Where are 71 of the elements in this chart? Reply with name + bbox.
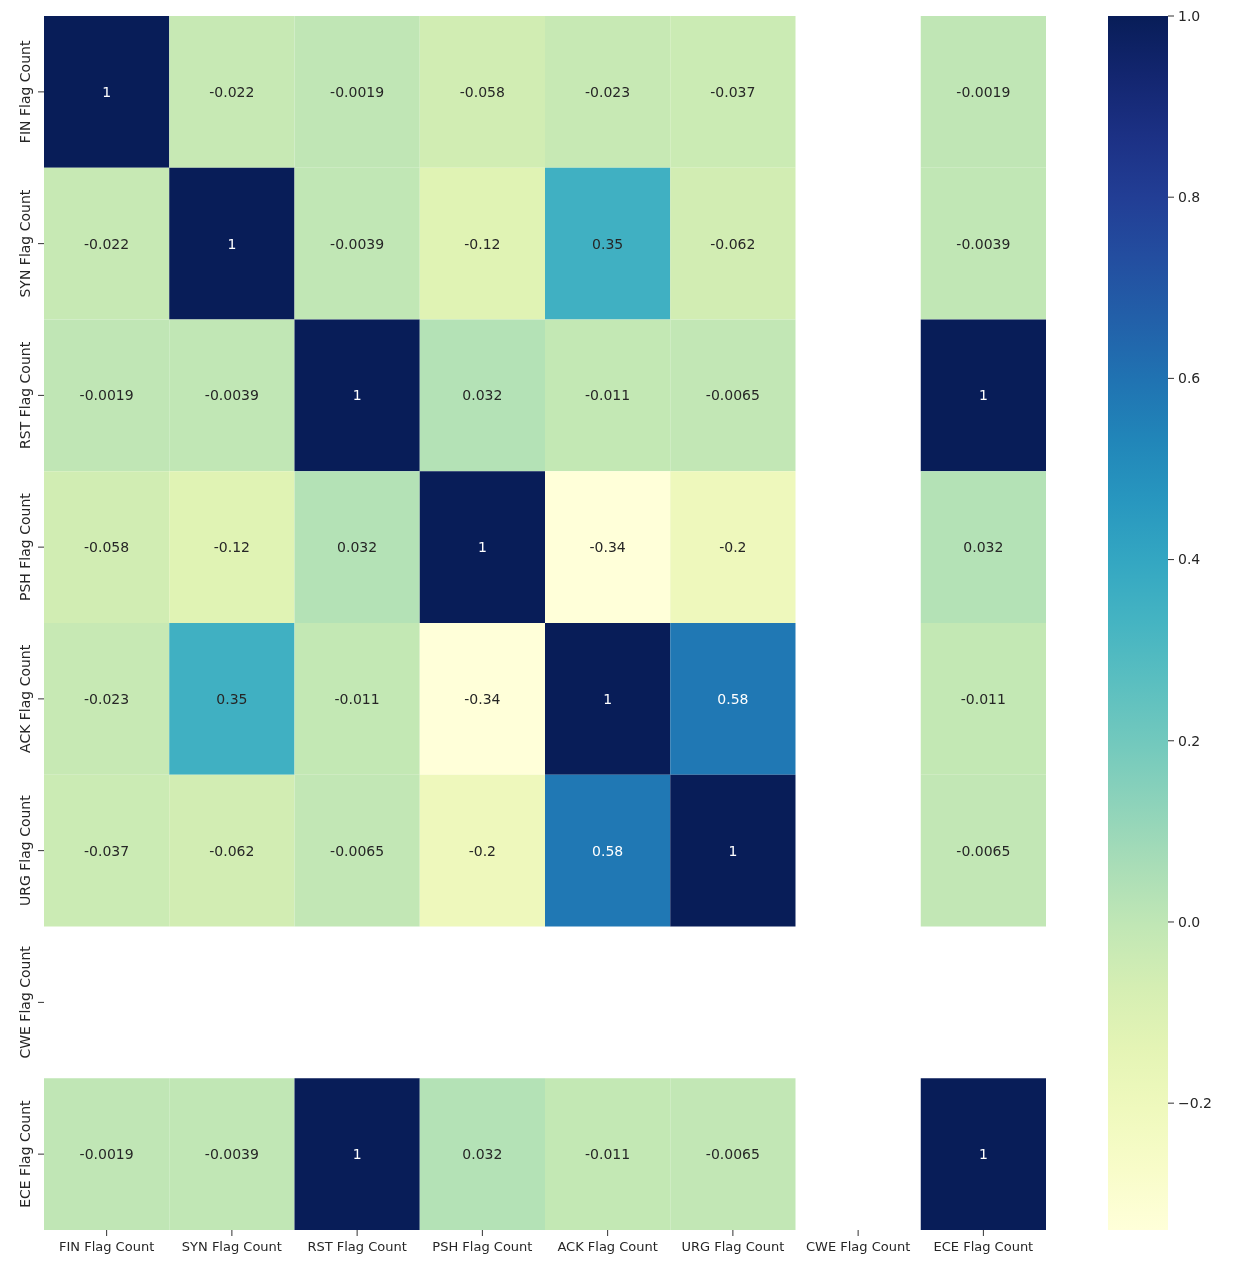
data-label: 0.58 [592, 842, 624, 859]
data-label: -0.0039 [956, 235, 1011, 252]
data-label: 0.032 [963, 539, 1004, 556]
x-tick-label: SYN Flag Count [181, 1239, 282, 1254]
data-label: 1 [978, 1146, 988, 1163]
color-bar-label: 0.6 [1178, 370, 1201, 387]
data-label: -0.0065 [705, 1146, 760, 1163]
x-tick-label: URG Flag Count [681, 1239, 785, 1254]
data-label: -0.011 [585, 387, 631, 404]
data-label: 1 [102, 83, 112, 100]
y-tick-label: CWE Flag Count [17, 945, 33, 1059]
data-label: -0.011 [960, 690, 1006, 707]
data-label: 1 [477, 539, 487, 556]
data-label: -0.0019 [956, 83, 1011, 100]
data-label: -0.023 [585, 83, 631, 100]
data-label: -0.0019 [330, 83, 385, 100]
data-label: -0.0065 [705, 387, 760, 404]
data-label: 0.032 [462, 387, 503, 404]
data-label: 1 [227, 235, 237, 252]
data-label: 1 [603, 690, 613, 707]
data-label: -0.058 [84, 539, 130, 556]
data-label: -0.0065 [956, 842, 1011, 859]
color-bar-label: 0.2 [1178, 732, 1201, 749]
data-label: -0.12 [464, 235, 501, 252]
data-label: -0.34 [589, 539, 626, 556]
color-bar-label: 0.0 [1178, 913, 1201, 930]
y-tick-label: URG Flag Count [17, 794, 33, 906]
data-label: -0.2 [719, 539, 747, 556]
data-label: -0.011 [334, 690, 380, 707]
data-label: -0.023 [84, 690, 130, 707]
x-tick-label: CWE Flag Count [805, 1239, 911, 1254]
data-label: -0.058 [459, 83, 505, 100]
data-label: 0.032 [337, 539, 378, 556]
data-label: -0.037 [710, 83, 756, 100]
x-tick-label: ACK Flag Count [557, 1239, 658, 1254]
data-label: -0.0065 [330, 842, 385, 859]
data-label: 0.58 [717, 690, 749, 707]
data-label: 0.032 [462, 1146, 503, 1163]
data-label: 1 [352, 387, 362, 404]
data-label: -0.34 [464, 690, 501, 707]
color-bar-label: 0.8 [1178, 189, 1201, 206]
x-tick-label: RST Flag Count [307, 1239, 407, 1254]
y-tick-label: FIN Flag Count [17, 40, 33, 144]
y-tick-label: RST Flag Count [17, 341, 33, 449]
y-tick-label: PSH Flag Count [17, 492, 33, 601]
data-label: -0.2 [468, 842, 497, 859]
x-tick-label: FIN Flag Count [59, 1239, 155, 1254]
data-label: -0.0039 [330, 235, 385, 252]
data-label: -0.011 [585, 1146, 631, 1163]
data-label: -0.0039 [204, 1146, 259, 1163]
color-bar-label: −0.2 [1178, 1095, 1212, 1112]
color-bar-label: 0.4 [1178, 551, 1201, 568]
data-label: 0.35 [216, 690, 248, 707]
color-bar-label: 1.0 [1178, 7, 1201, 24]
data-label: -0.022 [84, 235, 130, 252]
y-tick-label: SYN Flag Count [17, 189, 33, 298]
data-label: 1 [352, 1146, 362, 1163]
data-label: 1 [978, 387, 988, 404]
data-label: 0.35 [592, 235, 624, 252]
y-tick-label: ACK Flag Count [17, 644, 33, 753]
data-label: -0.0039 [204, 387, 259, 404]
data-label: -0.062 [710, 235, 756, 252]
x-tick-label: ECE Flag Count [933, 1239, 1034, 1254]
data-label: -0.12 [213, 539, 250, 556]
x-tick-label: PSH Flag Count [432, 1239, 533, 1254]
data-label: 1 [728, 842, 738, 859]
data-label: -0.037 [84, 842, 130, 859]
data-label: -0.062 [209, 842, 255, 859]
data-label: -0.0019 [79, 387, 134, 404]
data-label: -0.022 [209, 83, 255, 100]
data-label: -0.0019 [79, 1146, 134, 1163]
